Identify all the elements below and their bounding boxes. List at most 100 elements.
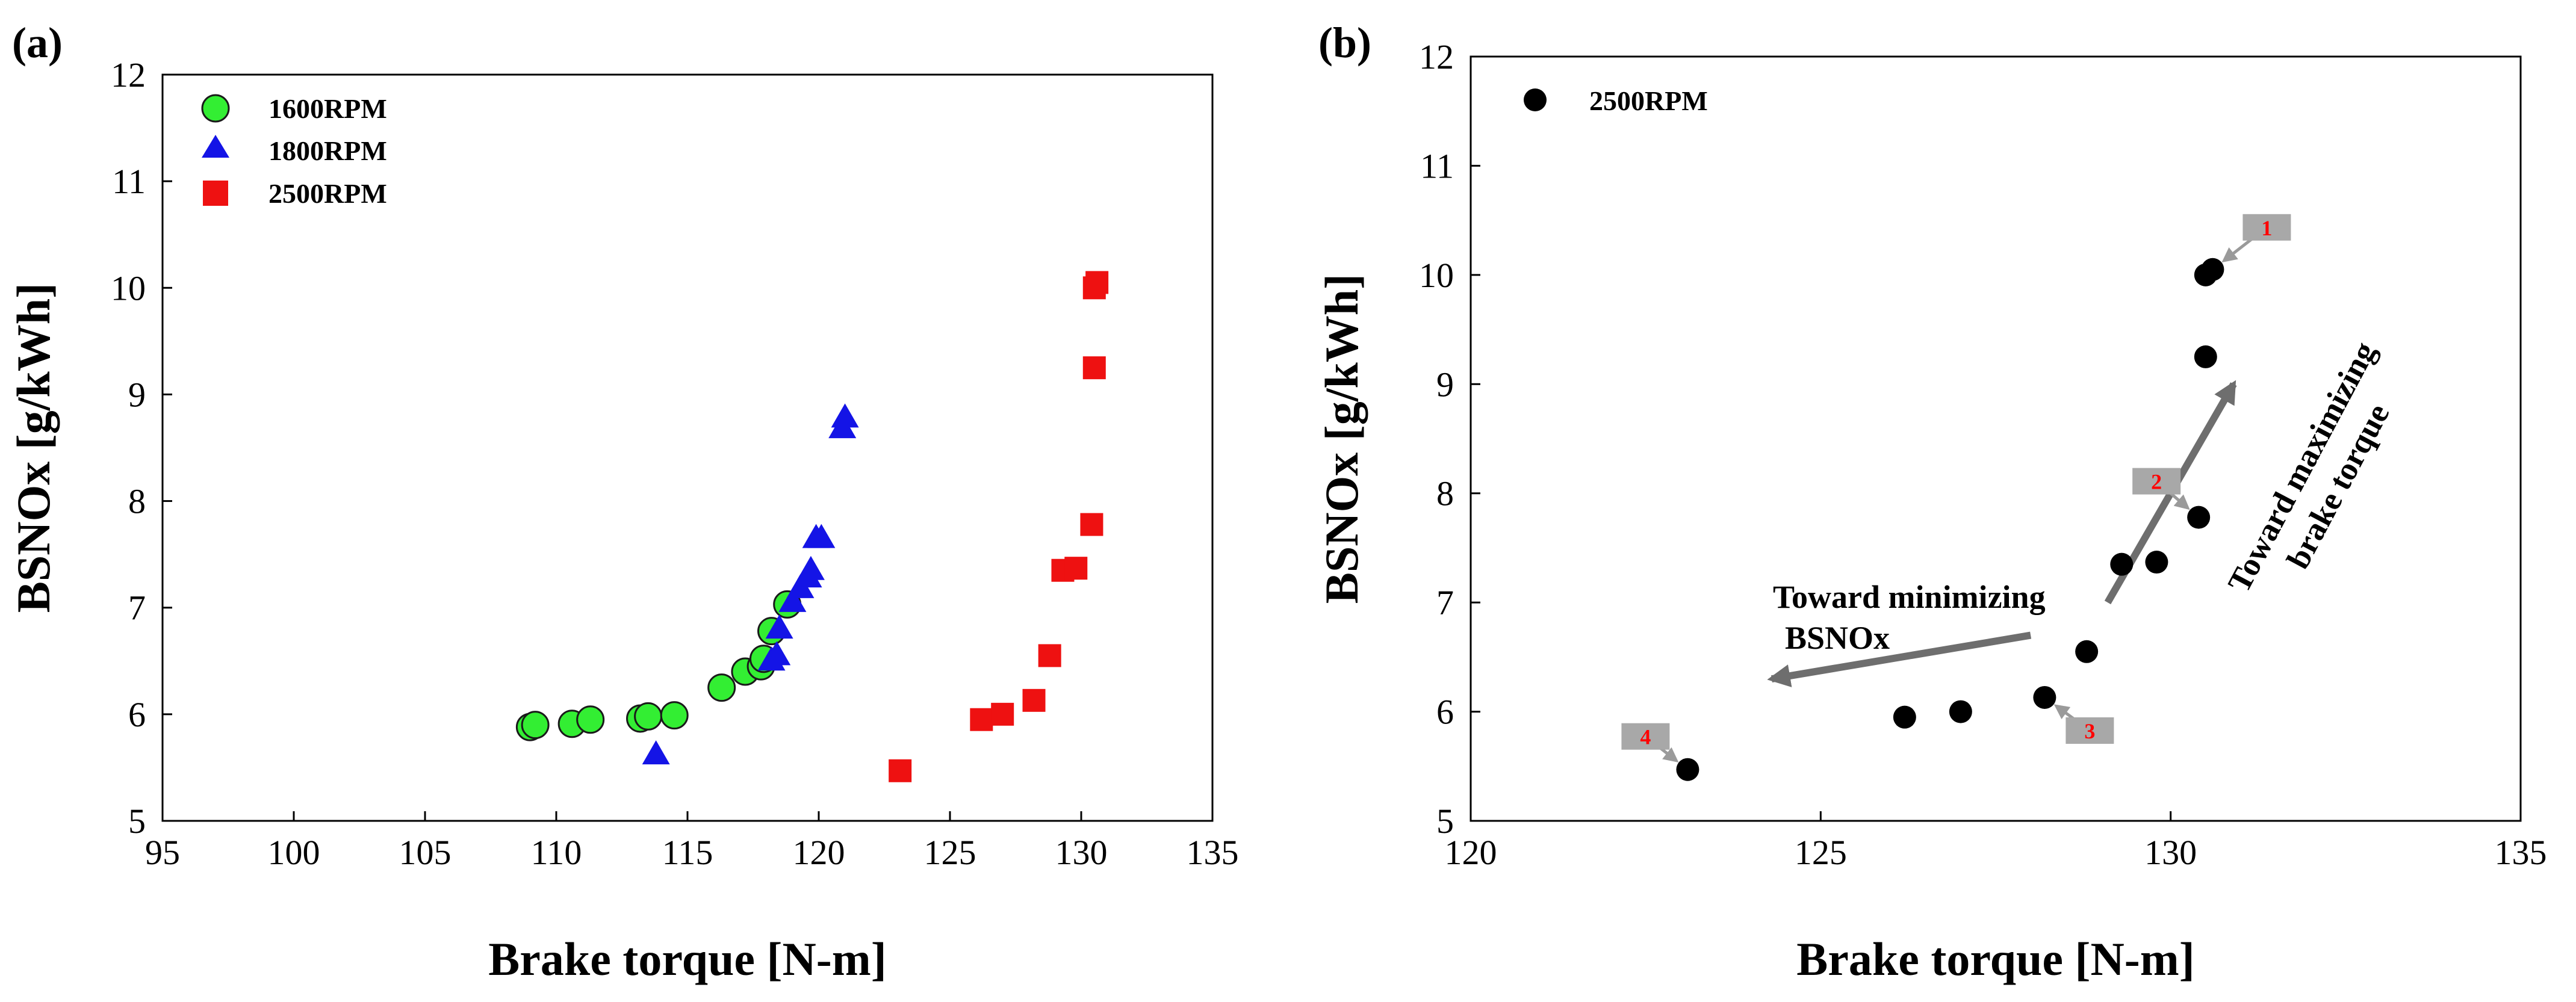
data-point-2500rpm bbox=[1676, 758, 1699, 781]
data-points-b bbox=[1676, 258, 2224, 781]
data-point-1800rpm bbox=[765, 614, 793, 639]
x-tick-label: 135 bbox=[1187, 833, 1239, 872]
annotation-text: Toward minimizing bbox=[1773, 579, 2046, 615]
annotation-arrow bbox=[1767, 631, 2032, 687]
legend-label-2500rpm-b: 2500RPM bbox=[1589, 85, 1708, 116]
y-tick-label: 9 bbox=[1436, 365, 1454, 404]
y-tick-label: 6 bbox=[1436, 693, 1454, 732]
data-point-2500rpm bbox=[2033, 685, 2056, 709]
callout-box bbox=[2065, 717, 2114, 744]
x-tick-label: 105 bbox=[399, 833, 452, 872]
legend-label-1600rpm: 1600RPM bbox=[268, 93, 387, 124]
x-tick-label: 115 bbox=[662, 833, 713, 872]
data-point-2500rpm bbox=[2201, 258, 2224, 281]
x-tick-label: 125 bbox=[924, 833, 976, 872]
data-point-2500rpm bbox=[2145, 551, 2168, 574]
data-point-1600rpm bbox=[707, 673, 736, 702]
legend-marker-1600rpm bbox=[201, 94, 230, 123]
x-ticks-b: 120 125 130 135 bbox=[1445, 811, 2547, 872]
y-axis-title-b: BSNOx [g/kWh] bbox=[1315, 274, 1368, 604]
data-point-2500rpm bbox=[1080, 513, 1103, 536]
data-point-2500rpm bbox=[2194, 345, 2217, 368]
y-tick-label: 7 bbox=[128, 589, 146, 628]
callout-box bbox=[2242, 214, 2291, 241]
y-tick-label: 7 bbox=[1436, 583, 1454, 622]
y-ticks-b: 5 6 7 8 9 10 11 12 bbox=[1419, 37, 1480, 841]
callout-label: 4 bbox=[1640, 725, 1651, 749]
panel-label-a: (a) bbox=[12, 19, 63, 67]
annotation-text: BSNOx bbox=[1785, 620, 1890, 656]
data-point-2500rpm bbox=[2110, 552, 2134, 576]
x-tick-label: 130 bbox=[1055, 833, 1108, 872]
callout-label: 1 bbox=[2261, 216, 2272, 240]
legend-label-1800rpm: 1800RPM bbox=[268, 135, 387, 166]
y-tick-label: 6 bbox=[128, 695, 146, 734]
data-point-2500rpm bbox=[1085, 271, 1109, 294]
data-point-2500rpm bbox=[2187, 506, 2211, 529]
plot-area-b bbox=[1470, 55, 2522, 822]
x-tick-label: 110 bbox=[531, 833, 582, 872]
panel-a: 95 100 105 110 115 120 125 130 135 5 6 7 8 9 10 11 12 B… bbox=[7, 55, 1239, 985]
data-point-2500rpm bbox=[889, 759, 912, 782]
x-tick-label: 125 bbox=[1795, 833, 1847, 872]
data-points-a bbox=[515, 271, 1109, 782]
legend-marker-2500rpm bbox=[203, 181, 228, 206]
data-point-2500rpm bbox=[1038, 644, 1061, 667]
legend-a: 1600RPM 1800RPM 2500RPM bbox=[201, 93, 387, 209]
data-point-2500rpm bbox=[991, 702, 1014, 726]
y-ticks-a: 5 6 7 8 9 10 11 12 bbox=[111, 55, 172, 841]
callout-label: 3 bbox=[2084, 719, 2095, 743]
y-tick-label: 8 bbox=[128, 482, 146, 521]
data-point-2500rpm bbox=[1064, 557, 1088, 580]
data-point-1800rpm bbox=[796, 555, 825, 580]
callout-box bbox=[2132, 468, 2181, 495]
data-point-2500rpm bbox=[1949, 700, 1972, 723]
x-axis-title-b: Brake torque [N-m] bbox=[1796, 933, 2194, 985]
y-tick-label: 12 bbox=[111, 55, 146, 94]
x-tick-label: 120 bbox=[1445, 833, 1497, 872]
data-point-2500rpm bbox=[1893, 705, 1916, 729]
data-point-1600rpm bbox=[576, 705, 605, 734]
x-tick-label: 135 bbox=[2495, 833, 2547, 872]
legend-marker-1800rpm bbox=[202, 135, 229, 158]
callout-label: 2 bbox=[2151, 470, 2162, 494]
legend-label-2500rpm: 2500RPM bbox=[268, 178, 387, 209]
x-axis-title-a: Brake torque [N-m] bbox=[488, 933, 886, 985]
y-tick-label: 8 bbox=[1436, 474, 1454, 513]
y-axis-title-a: BSNOx [g/kWh] bbox=[7, 283, 60, 613]
y-tick-label: 5 bbox=[1436, 802, 1454, 841]
data-point-2500rpm bbox=[1082, 356, 1106, 380]
data-point-2500rpm bbox=[1022, 688, 1046, 712]
data-point-2500rpm bbox=[970, 708, 993, 731]
x-tick-label: 95 bbox=[145, 833, 180, 872]
data-point-1800rpm bbox=[831, 403, 859, 428]
x-tick-label: 130 bbox=[2144, 833, 2197, 872]
data-point-1800rpm bbox=[763, 641, 791, 666]
callouts-b: 1 2 3 4 bbox=[1621, 214, 2291, 762]
x-tick-label: 100 bbox=[268, 833, 320, 872]
y-tick-label: 10 bbox=[111, 268, 146, 308]
y-tick-label: 9 bbox=[128, 375, 146, 414]
data-point-2500rpm bbox=[2075, 640, 2099, 663]
y-tick-label: 10 bbox=[1419, 256, 1454, 295]
y-tick-label: 5 bbox=[128, 802, 146, 841]
data-point-1800rpm bbox=[642, 740, 670, 765]
x-ticks-a: 95 100 105 110 115 120 125 130 135 bbox=[145, 811, 1239, 872]
legend-b: 2500RPM bbox=[1524, 85, 1708, 116]
data-point-1800rpm bbox=[778, 587, 807, 612]
y-tick-label: 11 bbox=[112, 162, 146, 201]
data-point-1800rpm bbox=[807, 524, 836, 548]
annotations-b: Toward minimizing BSNOx Toward maximizingb… bbox=[1767, 336, 2397, 687]
panel-label-b: (b) bbox=[1318, 19, 1371, 67]
data-point-1600rpm bbox=[634, 702, 663, 731]
callout-box bbox=[1621, 723, 1670, 750]
x-tick-label: 120 bbox=[793, 833, 845, 872]
y-tick-label: 11 bbox=[1420, 146, 1454, 185]
data-point-1600rpm bbox=[521, 711, 550, 740]
legend-marker-2500rpm-b bbox=[1524, 88, 1547, 111]
data-point-1600rpm bbox=[660, 701, 689, 730]
y-tick-label: 12 bbox=[1419, 37, 1454, 76]
